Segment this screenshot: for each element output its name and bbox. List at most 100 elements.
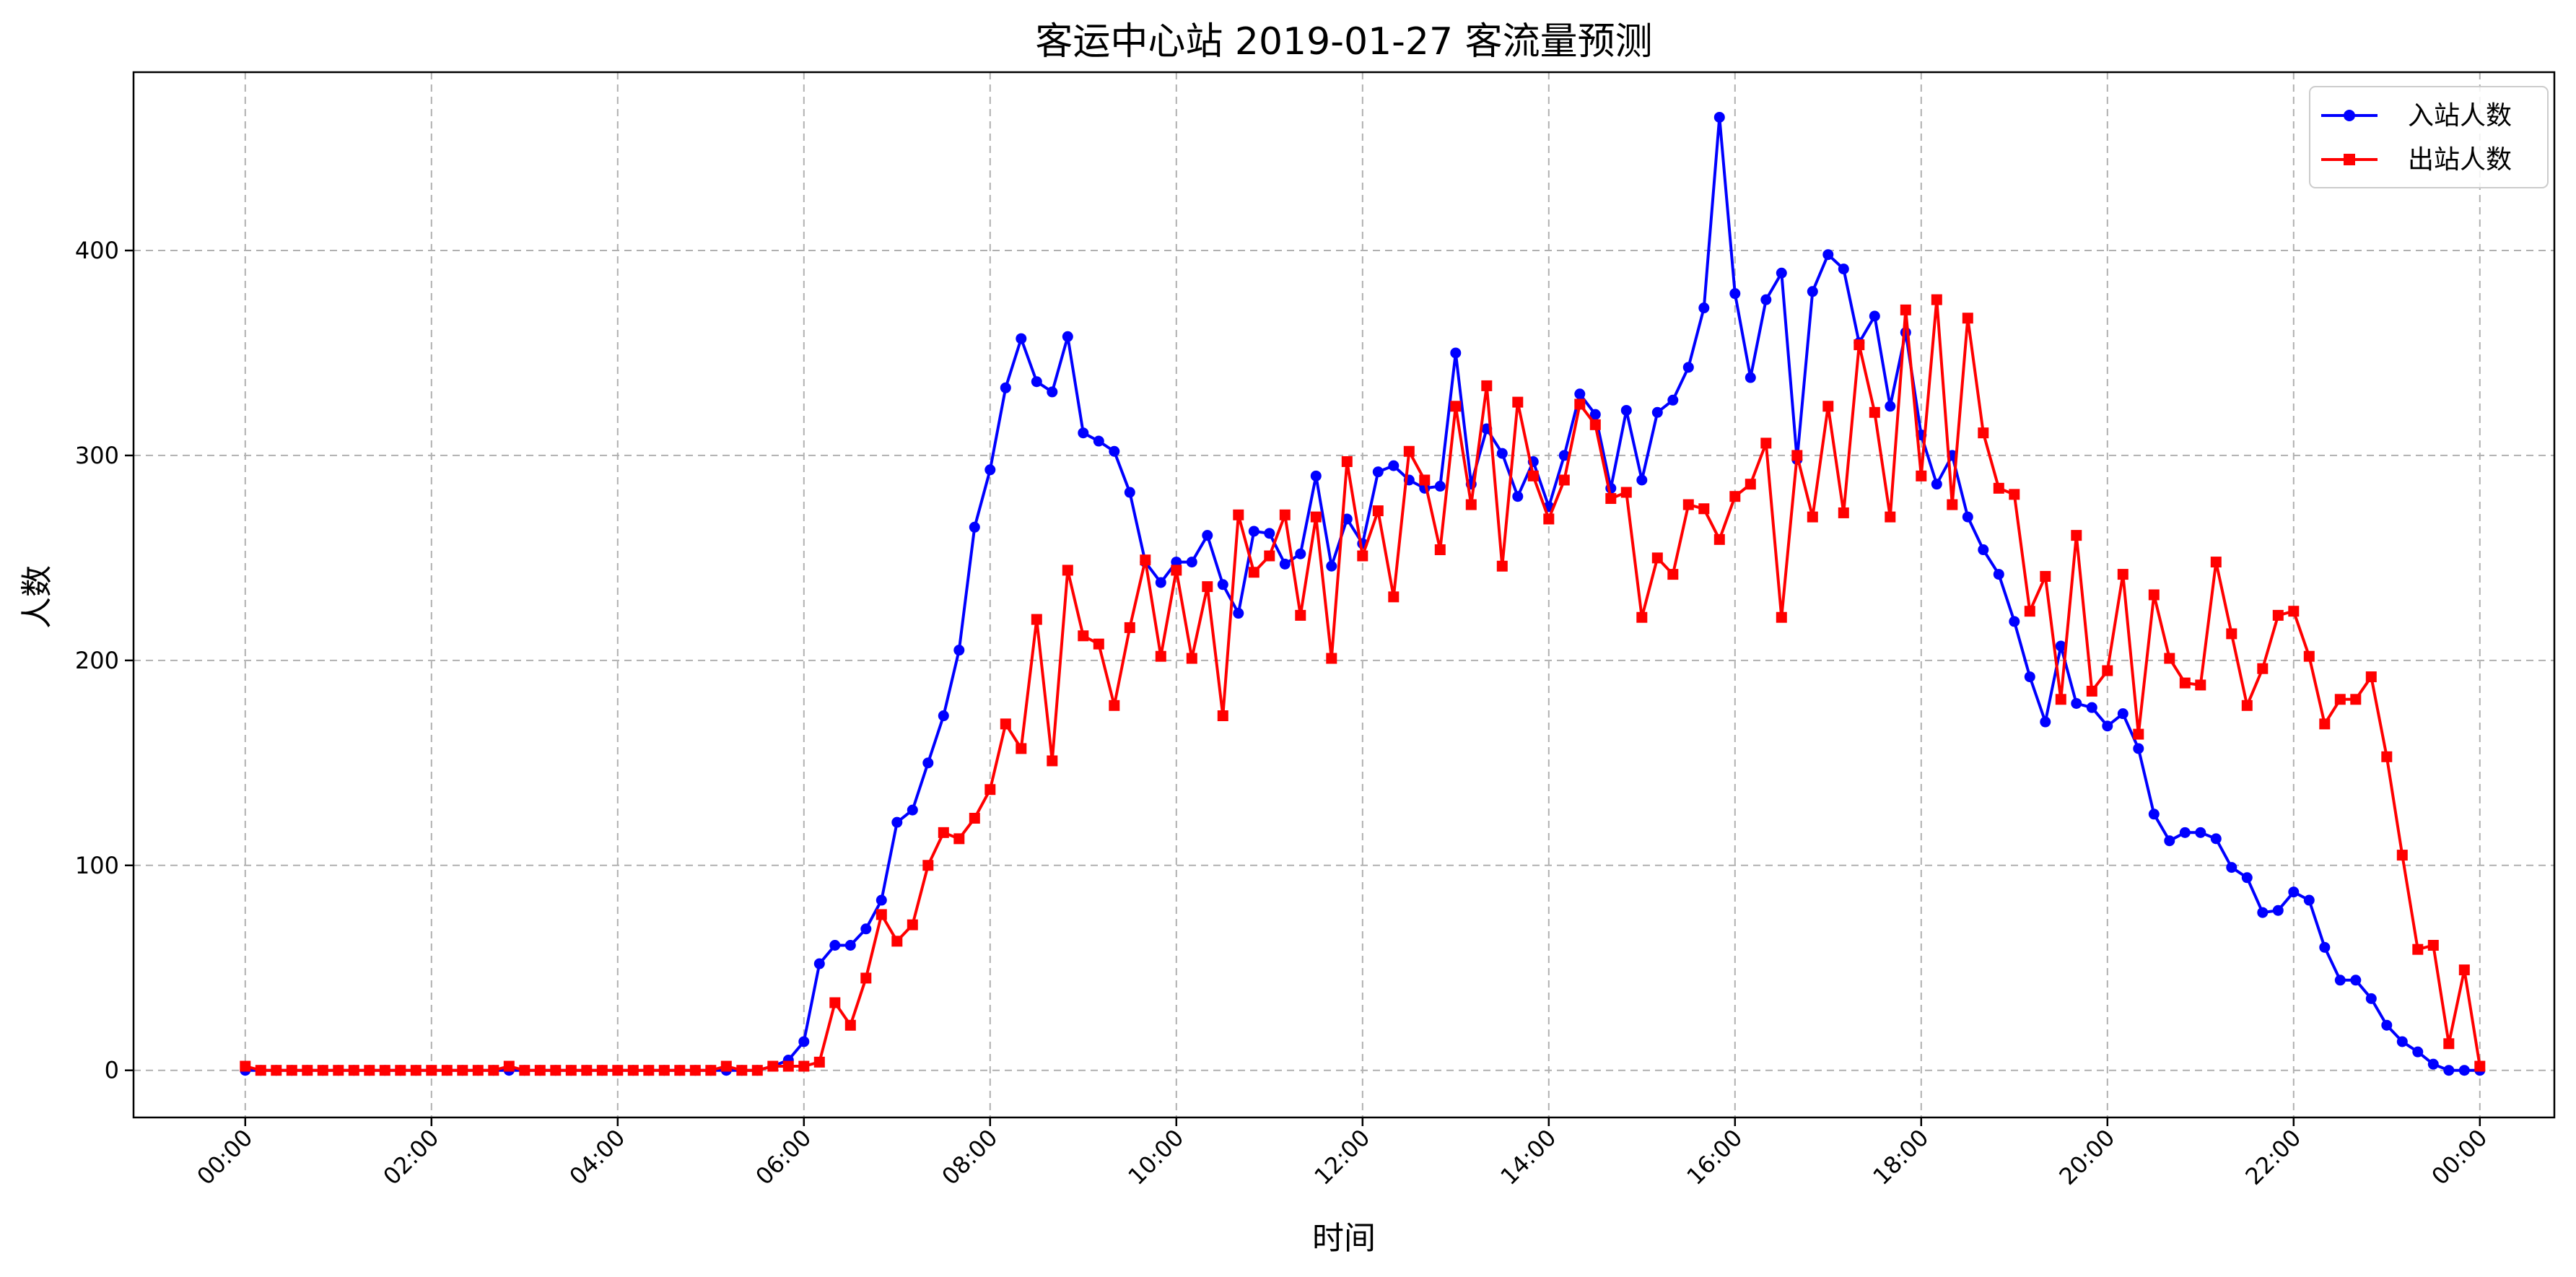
data-point [2226, 862, 2237, 873]
data-point [457, 1065, 468, 1076]
data-point [302, 1065, 313, 1076]
data-point [1078, 630, 1089, 642]
data-point [2241, 872, 2253, 884]
data-point [2009, 616, 2020, 627]
data-point [1854, 339, 1865, 351]
data-point [1713, 111, 1725, 123]
data-point [441, 1065, 453, 1076]
legend-label-inbound: 入站人数 [2408, 101, 2512, 131]
data-point [658, 1065, 670, 1076]
data-point [1558, 474, 1570, 486]
data-point [829, 940, 841, 951]
data-point [689, 1065, 701, 1076]
data-point [2210, 833, 2222, 845]
data-point [2102, 665, 2113, 676]
data-point [1465, 499, 1477, 510]
data-point [1357, 550, 1368, 562]
y-axis-title: 人数 [19, 565, 56, 629]
data-point [2288, 886, 2300, 898]
data-point [1093, 435, 1104, 447]
data-point [1326, 653, 1337, 664]
data-point [317, 1065, 328, 1076]
data-point [2427, 940, 2439, 951]
data-point [984, 784, 996, 796]
data-point [2195, 827, 2206, 838]
data-point [1869, 406, 1880, 418]
legend-marker-inbound [2344, 110, 2355, 121]
data-point [1838, 507, 1849, 518]
data-point [519, 1065, 531, 1076]
data-point [922, 757, 934, 769]
data-point [2381, 751, 2393, 762]
data-point [2458, 964, 2470, 976]
data-point [2024, 606, 2035, 617]
data-point [1916, 470, 1927, 481]
y-tick-label: 100 [75, 852, 119, 879]
data-point [1931, 479, 1942, 490]
data-point [534, 1065, 546, 1076]
data-point [1651, 552, 1663, 564]
data-point [751, 1065, 763, 1076]
data-point [2071, 530, 2082, 541]
data-point [596, 1065, 608, 1076]
data-point [922, 860, 934, 871]
data-point [348, 1065, 359, 1076]
data-point [2164, 835, 2175, 847]
data-point [271, 1065, 282, 1076]
data-point [2458, 1065, 2470, 1076]
data-point [1372, 466, 1384, 478]
data-point [1993, 482, 2004, 494]
data-point [1947, 499, 1958, 510]
data-point [798, 1036, 810, 1047]
data-point [705, 1065, 717, 1076]
data-point [2257, 663, 2269, 674]
data-point [1962, 313, 1973, 324]
data-point [1993, 569, 2004, 580]
data-point [2303, 650, 2315, 662]
data-point [1434, 544, 1446, 556]
data-point [612, 1065, 624, 1076]
data-point [1078, 427, 1089, 439]
data-point [891, 936, 903, 947]
data-point [1295, 548, 1306, 559]
data-point [1140, 554, 1151, 566]
data-point [488, 1065, 499, 1076]
data-point [2040, 570, 2051, 582]
data-point [426, 1065, 437, 1076]
data-point [829, 997, 841, 1008]
data-point [876, 909, 887, 920]
data-point [953, 833, 965, 845]
data-point [1450, 401, 1462, 412]
data-point [876, 894, 887, 906]
data-point [503, 1060, 515, 1072]
data-point [2071, 697, 2082, 709]
data-point [984, 464, 996, 476]
data-point [2443, 1065, 2455, 1076]
data-point [2102, 720, 2113, 732]
data-point [1760, 294, 1772, 305]
data-point [1109, 445, 1120, 457]
data-point [2350, 694, 2362, 705]
data-point [1434, 481, 1446, 492]
data-point [1341, 456, 1353, 467]
data-point [2226, 628, 2237, 640]
data-point [1310, 511, 1322, 523]
data-point [1527, 470, 1539, 481]
data-point [798, 1060, 810, 1072]
data-point [1372, 505, 1384, 517]
data-point [1682, 362, 1694, 373]
data-point [767, 1060, 779, 1072]
data-point [1233, 509, 1244, 520]
data-point [2040, 716, 2051, 728]
data-point [1512, 491, 1524, 502]
data-point [1776, 267, 1787, 279]
data-point [2396, 1036, 2408, 1047]
data-point [1248, 526, 1259, 537]
data-point [1667, 569, 1679, 580]
data-point [1760, 437, 1772, 449]
data-point [2288, 606, 2300, 617]
data-point [1636, 474, 1648, 486]
legend-label-outbound: 出站人数 [2408, 145, 2512, 175]
